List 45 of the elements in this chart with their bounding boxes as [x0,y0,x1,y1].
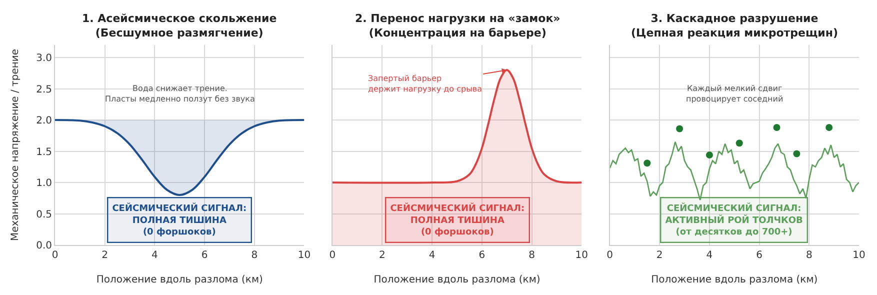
chart-title: 2. Перенос нагрузки на «замок» (Концентрация на барьере) [355,12,560,40]
x-tick-label: 6 [478,250,486,261]
annotation: СЕЙСМИЧЕСКИЙ СИГНАЛ: ПОЛНАЯ ТИШИНА (0 форшоков) [112,202,247,238]
x-axis-title: Положение вдоль разлома (км) [374,274,540,286]
annotation: Каждый мелкий сдвиг провоцирует соседний [686,84,784,104]
y-axis-title: Механическое напряжение / трение [10,48,22,242]
y-tick-label: 2.5 [36,84,52,96]
x-tick-label: 4 [706,250,713,261]
x-axis-title: Положение вдоль разлома (км) [96,274,264,286]
x-tick-label: 4 [428,250,436,261]
x-tick-label: 0 [329,250,336,261]
annotation: СЕЙСМИЧЕСКИЙ СИГНАЛ: АКТИВНЫЙ РОЙ ТОЛЧКОВ (от десятков до 700+) [665,202,804,238]
x-tick-label: 6 [756,250,762,261]
x-tick-label: 0 [606,250,613,261]
point [773,124,780,131]
chart-title: 3. Каскадное разрушение (Цепная реакция микротрещин) [631,12,838,40]
point [706,152,713,158]
x-tick-label: 4 [152,250,158,261]
x-tick-label: 2 [102,250,108,261]
y-tick-label: 0.5 [36,209,52,220]
point [676,125,684,132]
y-tick-label: 0.0 [36,240,52,252]
chart-title: 1. Асейсмическое скольжение (Бесшумное размягчение) [82,12,277,40]
point [644,160,651,167]
x-tick-label: 8 [806,250,812,261]
x-tick-label: 8 [528,250,535,261]
y-tick-label: 1.5 [36,146,52,158]
x-tick-label: 10 [575,250,588,261]
x-tick-label: 2 [656,250,663,261]
x-tick-label: 6 [201,250,208,261]
x-axis-title: Положение вдоль разлома (км) [651,274,818,286]
y-tick-label: 3.0 [36,53,52,64]
annotation: Вода снижает трение. Пласты медленно ползут без звука [105,84,255,104]
x-tick-label: 2 [379,250,386,261]
annotation: СЕЙСМИЧЕСКИЙ СИГНАЛ: ПОЛНАЯ ТИШИНА (0 форшоков) [390,202,525,238]
y-tick-label: 2.0 [36,116,52,126]
point [736,140,743,147]
point [793,150,800,158]
y-tick-label: 1.0 [36,178,52,189]
annotation: Запертый барьер держит нагрузку до срыва [368,74,482,94]
point [826,124,833,131]
x-tick-label: 10 [298,250,311,261]
x-tick-label: 10 [852,250,866,261]
x-tick-label: 8 [251,250,258,261]
x-tick-label: 0 [52,250,58,261]
